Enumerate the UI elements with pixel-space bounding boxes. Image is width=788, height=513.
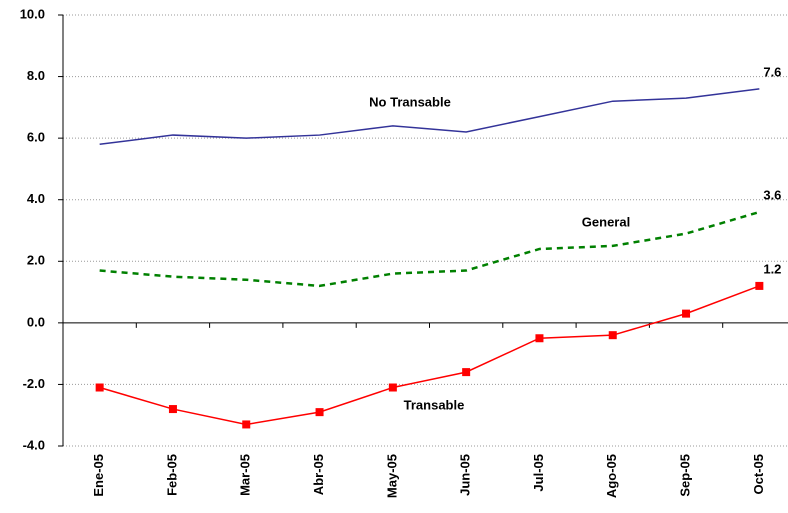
marker bbox=[168, 405, 177, 414]
y-tick-label: 0.0 bbox=[27, 314, 45, 329]
series-line bbox=[99, 285, 760, 426]
x-tick-label: Mar-05 bbox=[238, 454, 253, 496]
x-tick-label: Oct-05 bbox=[751, 454, 766, 494]
x-tick-label: Ene-05 bbox=[91, 454, 106, 497]
y-tick-label: 6.0 bbox=[27, 130, 45, 145]
x-tick-label: Feb-05 bbox=[164, 454, 179, 496]
marker bbox=[95, 383, 104, 392]
marker bbox=[242, 420, 251, 429]
marker bbox=[315, 408, 324, 417]
x-tick-label: May-05 bbox=[384, 454, 399, 498]
y-tick-label: -4.0 bbox=[23, 437, 45, 452]
marker bbox=[535, 334, 544, 343]
x-tick-label: Abr-05 bbox=[311, 454, 326, 495]
y-tick-label: 2.0 bbox=[27, 253, 45, 268]
series-line bbox=[99, 210, 760, 288]
value-label: 1.2 bbox=[763, 261, 781, 276]
series-line bbox=[99, 88, 760, 146]
marker bbox=[462, 368, 471, 377]
x-tick-label: Jun-05 bbox=[458, 454, 473, 496]
x-tick-label: Sep-05 bbox=[677, 454, 692, 497]
x-tick-label: Jul-05 bbox=[531, 454, 546, 492]
x-tick-label: Ago-05 bbox=[604, 454, 619, 498]
marker bbox=[608, 331, 617, 340]
marker bbox=[682, 309, 691, 318]
y-tick-label: 4.0 bbox=[27, 191, 45, 206]
y-tick-label: 10.0 bbox=[20, 6, 45, 21]
marker bbox=[755, 281, 764, 290]
value-label: 3.6 bbox=[763, 187, 781, 202]
y-tick-label: -2.0 bbox=[23, 376, 45, 391]
series-label: General bbox=[582, 214, 630, 229]
y-tick-label: 8.0 bbox=[27, 68, 45, 83]
series-label: No Transable bbox=[369, 94, 451, 109]
series-label: Transable bbox=[404, 397, 465, 412]
value-label: 7.6 bbox=[763, 64, 781, 79]
marker bbox=[388, 383, 397, 392]
